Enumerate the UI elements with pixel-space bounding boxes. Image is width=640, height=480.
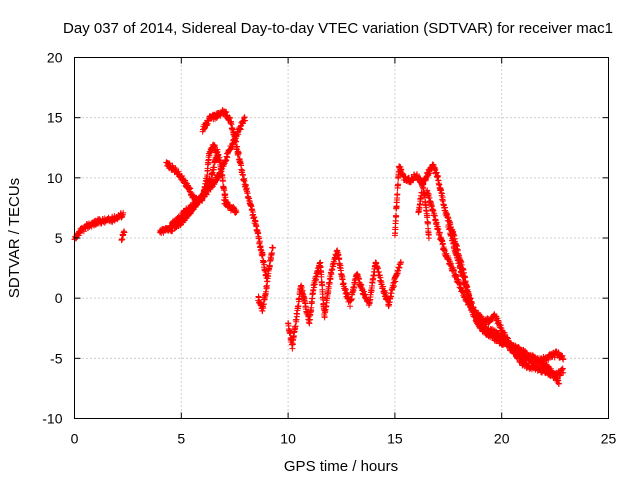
data-point xyxy=(311,281,318,288)
data-point xyxy=(351,284,358,291)
data-point xyxy=(262,288,269,295)
data-point xyxy=(448,232,455,239)
data-points xyxy=(71,107,567,387)
y-tick-label: -5 xyxy=(50,350,63,366)
data-point xyxy=(356,276,363,283)
data-point xyxy=(391,283,398,290)
data-point xyxy=(424,219,431,226)
y-axis-ticks: -10 -5 0 5 10 15 20 xyxy=(42,50,609,427)
y-tick-label: 20 xyxy=(47,50,63,66)
data-point xyxy=(259,251,266,258)
data-point xyxy=(256,238,263,245)
data-point xyxy=(424,212,431,219)
data-point xyxy=(392,226,399,233)
x-tick-label: 10 xyxy=(280,431,296,447)
data-point xyxy=(438,190,445,197)
data-point xyxy=(234,143,241,150)
x-tick-label: 25 xyxy=(601,431,617,447)
y-tick-label: 10 xyxy=(47,170,63,186)
y-tick-label: -10 xyxy=(42,411,62,427)
data-point xyxy=(436,230,443,237)
data-point xyxy=(292,323,299,330)
data-point xyxy=(255,235,262,242)
data-point xyxy=(298,284,305,291)
data-point xyxy=(202,183,209,190)
x-tick-label: 15 xyxy=(387,431,403,447)
data-point xyxy=(497,322,504,329)
data-point xyxy=(342,285,349,292)
y-tick-label: 5 xyxy=(55,230,63,246)
x-tick-label: 0 xyxy=(71,431,79,447)
y-tick-label: 0 xyxy=(55,290,63,306)
data-point xyxy=(393,212,400,219)
y-tick-label: 15 xyxy=(47,110,63,126)
data-point xyxy=(451,267,458,274)
data-point xyxy=(426,170,433,177)
data-point xyxy=(394,191,401,198)
data-point xyxy=(120,209,127,216)
data-point xyxy=(204,167,211,174)
data-point xyxy=(425,235,432,242)
data-point xyxy=(460,272,467,279)
data-point xyxy=(121,229,128,236)
data-point xyxy=(462,279,469,286)
data-point xyxy=(269,244,276,251)
x-axis-ticks: 0 5 10 15 20 25 xyxy=(71,57,617,447)
data-point xyxy=(242,117,249,124)
data-point xyxy=(560,356,567,363)
data-point xyxy=(260,258,267,265)
data-point xyxy=(347,303,354,310)
data-point xyxy=(268,249,275,256)
data-point xyxy=(326,281,333,288)
data-point xyxy=(504,335,511,342)
data-point xyxy=(327,275,334,282)
data-point xyxy=(255,294,262,301)
data-point xyxy=(314,270,321,277)
data-point xyxy=(560,369,567,376)
y-axis-label: SDTVAR / TECUs xyxy=(6,178,23,298)
data-point xyxy=(439,240,446,247)
data-point xyxy=(348,296,355,303)
data-point xyxy=(287,330,294,337)
data-point xyxy=(418,189,425,196)
x-tick-label: 20 xyxy=(494,431,510,447)
data-point xyxy=(235,150,242,157)
data-point xyxy=(555,380,562,387)
chart-title: Day 037 of 2014, Sidereal Day-to-day VTE… xyxy=(63,20,613,37)
data-point xyxy=(219,178,226,185)
data-point xyxy=(397,259,404,266)
data-point xyxy=(380,283,387,290)
x-tick-label: 5 xyxy=(177,431,185,447)
data-point xyxy=(266,263,273,270)
data-point xyxy=(233,208,240,215)
data-point xyxy=(251,214,258,221)
data-point xyxy=(395,181,402,188)
x-axis-label: GPS time / hours xyxy=(284,458,398,475)
